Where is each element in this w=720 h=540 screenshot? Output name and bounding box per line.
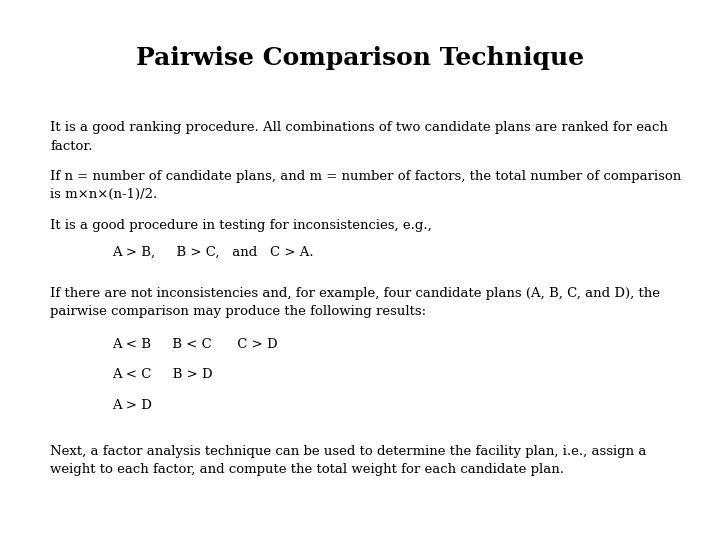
Text: A > B,     B > C,   and   C > A.: A > B, B > C, and C > A. (112, 246, 313, 259)
Text: Pairwise Comparison Technique: Pairwise Comparison Technique (136, 46, 584, 70)
Text: It is a good ranking procedure. All combinations of two candidate plans are rank: It is a good ranking procedure. All comb… (50, 122, 668, 152)
Text: If there are not inconsistencies and, for example, four candidate plans (A, B, C: If there are not inconsistencies and, fo… (50, 287, 660, 318)
Text: A > D: A > D (112, 399, 151, 412)
Text: It is a good procedure in testing for inconsistencies, e.g.,: It is a good procedure in testing for in… (50, 219, 432, 232)
Text: A < C     B > D: A < C B > D (112, 368, 212, 381)
Text: If n = number of candidate plans, and m = number of factors, the total number of: If n = number of candidate plans, and m … (50, 170, 682, 201)
Text: Next, a factor analysis technique can be used to determine the facility plan, i.: Next, a factor analysis technique can be… (50, 446, 647, 476)
Text: A < B     B < C      C > D: A < B B < C C > D (112, 338, 277, 350)
